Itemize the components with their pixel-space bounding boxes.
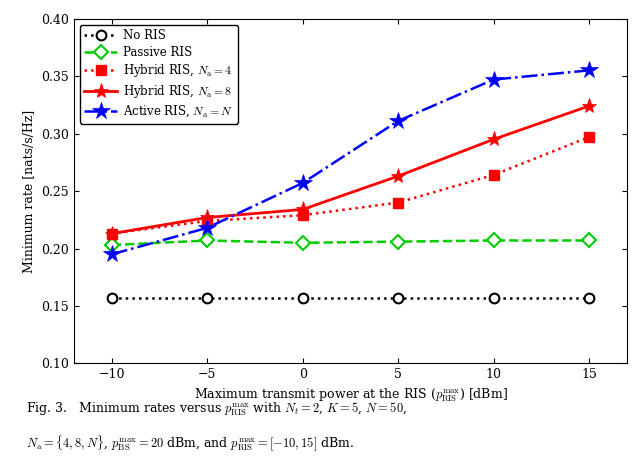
Line: No RIS: No RIS (107, 293, 594, 303)
Hybrid RIS, $N_{\mathrm{a}} = 8$ (490, 137, 497, 142)
Hybrid RIS, $N_{\mathrm{a}} = 4$ (394, 200, 402, 206)
Text: Fig. 3.   Minimum rates versus $p_{\mathrm{RIS}}^{\max}$ with $N_t = 2$, $K = 5$: Fig. 3. Minimum rates versus $p_{\mathrm… (26, 401, 406, 418)
No RIS (394, 295, 402, 301)
Hybrid RIS, $N_{\mathrm{a}} = 8$ (108, 231, 116, 236)
Active RIS, $N_{\mathrm{a}} = N$ (394, 118, 402, 124)
No RIS (299, 295, 307, 301)
Passive RIS (204, 238, 211, 243)
Hybrid RIS, $N_{\mathrm{a}} = 8$ (204, 215, 211, 220)
Hybrid RIS, $N_{\mathrm{a}} = 4$ (299, 212, 307, 218)
Active RIS, $N_{\mathrm{a}} = N$ (585, 68, 593, 73)
Passive RIS (299, 240, 307, 246)
Hybrid RIS, $N_{\mathrm{a}} = 4$ (490, 172, 497, 178)
No RIS (585, 295, 593, 301)
Text: $N_{\mathrm{a}} = \{4, 8, N\}$, $p_{\mathrm{BS}}^{\max} = 20$ dBm, and $p_{\math: $N_{\mathrm{a}} = \{4, 8, N\}$, $p_{\mat… (26, 433, 354, 453)
Active RIS, $N_{\mathrm{a}} = N$ (108, 252, 116, 257)
Active RIS, $N_{\mathrm{a}} = N$ (299, 180, 307, 186)
Hybrid RIS, $N_{\mathrm{a}} = 4$ (108, 231, 116, 236)
Line: Hybrid RIS, $N_{\mathrm{a}} = 4$: Hybrid RIS, $N_{\mathrm{a}} = 4$ (107, 132, 594, 239)
No RIS (108, 295, 116, 301)
Hybrid RIS, $N_{\mathrm{a}} = 8$ (299, 206, 307, 212)
No RIS (490, 295, 497, 301)
Active RIS, $N_{\mathrm{a}} = N$ (204, 225, 211, 231)
X-axis label: Maximum transmit power at the RIS ($p_{\mathrm{RIS}}^{\max}$) [dBm]: Maximum transmit power at the RIS ($p_{\… (193, 387, 508, 404)
Hybrid RIS, $N_{\mathrm{a}} = 4$ (204, 218, 211, 224)
Passive RIS (394, 239, 402, 245)
Passive RIS (585, 238, 593, 243)
Passive RIS (490, 238, 497, 243)
Hybrid RIS, $N_{\mathrm{a}} = 8$ (585, 103, 593, 109)
Legend: No RIS, Passive RIS, Hybrid RIS, $N_{\mathrm{a}} = 4$, Hybrid RIS, $N_{\mathrm{a: No RIS, Passive RIS, Hybrid RIS, $N_{\ma… (79, 25, 238, 123)
Hybrid RIS, $N_{\mathrm{a}} = 8$ (394, 173, 402, 179)
Line: Hybrid RIS, $N_{\mathrm{a}} = 8$: Hybrid RIS, $N_{\mathrm{a}} = 8$ (104, 98, 596, 241)
Passive RIS (108, 242, 116, 248)
Hybrid RIS, $N_{\mathrm{a}} = 4$ (585, 134, 593, 140)
Active RIS, $N_{\mathrm{a}} = N$ (490, 77, 497, 82)
Line: Passive RIS: Passive RIS (107, 236, 594, 250)
Line: Active RIS, $N_{\mathrm{a}} = N$: Active RIS, $N_{\mathrm{a}} = N$ (103, 62, 598, 263)
No RIS (204, 295, 211, 301)
Y-axis label: Minimum rate [nats/s/Hz]: Minimum rate [nats/s/Hz] (22, 110, 35, 273)
